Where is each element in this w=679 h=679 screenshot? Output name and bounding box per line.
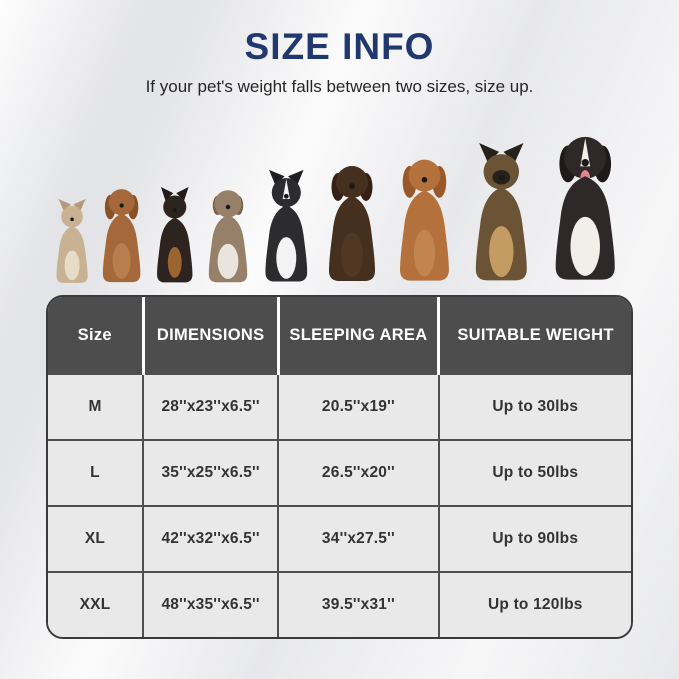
dog-nose <box>119 203 124 208</box>
dog-nose <box>225 204 230 210</box>
cell-size: M <box>48 373 145 440</box>
cell-dimensions: 28''x23''x6.5'' <box>143 373 280 440</box>
dog-french-bulldog-illustration <box>56 199 88 283</box>
size-table-container: Size DIMENSIONS SLEEPING AREA SUITABLE W… <box>46 295 633 639</box>
cell-dimensions: 48''x35''x6.5'' <box>143 571 280 637</box>
dog-nose <box>349 183 356 189</box>
cell-size: XXL <box>48 571 145 637</box>
dog-bernese-mountain-dog-illustration <box>555 136 615 280</box>
cell-size: XL <box>48 505 145 572</box>
cell-suitable-weight: Up to 90lbs <box>438 505 631 572</box>
dog-head <box>108 189 135 216</box>
dog-ears <box>161 187 189 201</box>
column-header-suitable-weight: SUITABLE WEIGHT <box>438 297 631 374</box>
dog-nose <box>172 208 177 213</box>
cell-sleeping-area: 26.5''x20'' <box>278 439 440 506</box>
dog-chest <box>167 246 182 278</box>
dog-ears <box>58 199 86 212</box>
dog-nose <box>421 177 428 183</box>
dog-head <box>163 195 187 219</box>
column-header-sleeping-area: SLEEPING AREA <box>278 297 441 374</box>
column-header-size: Size <box>48 297 145 374</box>
dog-ears <box>479 143 524 163</box>
dog-english-bulldog-illustration <box>208 190 247 283</box>
page-header: SIZE INFO If your pet's weight falls bet… <box>0 0 679 97</box>
cell-sleeping-area: 39.5''x31'' <box>278 571 440 637</box>
dog-nose <box>581 159 589 167</box>
dog-german-shepherd-illustration <box>476 143 527 281</box>
dog-chocolate-labrador-illustration <box>329 166 376 281</box>
dog-head <box>336 166 369 198</box>
column-header-dimensions: DIMENSIONS <box>143 297 280 374</box>
page-subtitle: If your pet's weight falls between two s… <box>145 77 534 96</box>
dog-chest <box>275 237 296 279</box>
dog-chest <box>570 216 600 276</box>
dog-size-lineup <box>0 119 679 287</box>
size-table: Size DIMENSIONS SLEEPING AREA SUITABLE W… <box>48 297 631 637</box>
dog-chest <box>414 229 436 277</box>
dog-miniature-pinscher-illustration <box>157 187 193 283</box>
dog-head <box>408 159 441 192</box>
dog-cavalier-spaniel-illustration <box>102 189 141 283</box>
dog-face-blaze <box>282 178 290 199</box>
dog-head <box>60 205 83 228</box>
table-row-l: L 35''x25''x6.5'' 26.5''x20'' Up to 50lb… <box>48 439 631 506</box>
cell-suitable-weight: Up to 120lbs <box>438 571 631 637</box>
table-row-xl: XL 42''x32''x6.5'' 34''x27.5'' Up to 90l… <box>48 505 631 572</box>
dog-nose <box>283 193 289 199</box>
page-title: SIZE INFO <box>244 26 435 67</box>
cell-suitable-weight: Up to 30lbs <box>438 373 631 440</box>
cell-dimensions: 42''x32''x6.5'' <box>143 505 280 572</box>
dog-vizsla-illustration <box>400 159 450 281</box>
dog-nose <box>70 217 74 222</box>
dog-chest <box>217 243 239 279</box>
table-row-m: M 28''x23''x6.5'' 20.5''x19'' Up to 30lb… <box>48 373 631 440</box>
table-header-row: Size DIMENSIONS SLEEPING AREA SUITABLE W… <box>48 297 631 374</box>
dog-head <box>214 190 242 218</box>
dog-chest <box>112 242 131 279</box>
dog-border-collie-illustration <box>265 169 307 282</box>
dog-chest <box>64 250 80 281</box>
cell-size: L <box>48 439 145 506</box>
dog-chest <box>489 226 514 278</box>
dog-chest <box>341 233 364 277</box>
table-row-xxl: XXL 48''x35''x6.5'' 39.5''x31'' Up to 12… <box>48 571 631 637</box>
cell-suitable-weight: Up to 50lbs <box>438 439 631 506</box>
cell-dimensions: 35''x25''x6.5'' <box>143 439 280 506</box>
cell-sleeping-area: 20.5''x19'' <box>278 373 440 440</box>
dog-nose <box>498 174 505 181</box>
dog-face-blaze <box>580 138 590 167</box>
cell-sleeping-area: 34''x27.5'' <box>278 505 440 572</box>
